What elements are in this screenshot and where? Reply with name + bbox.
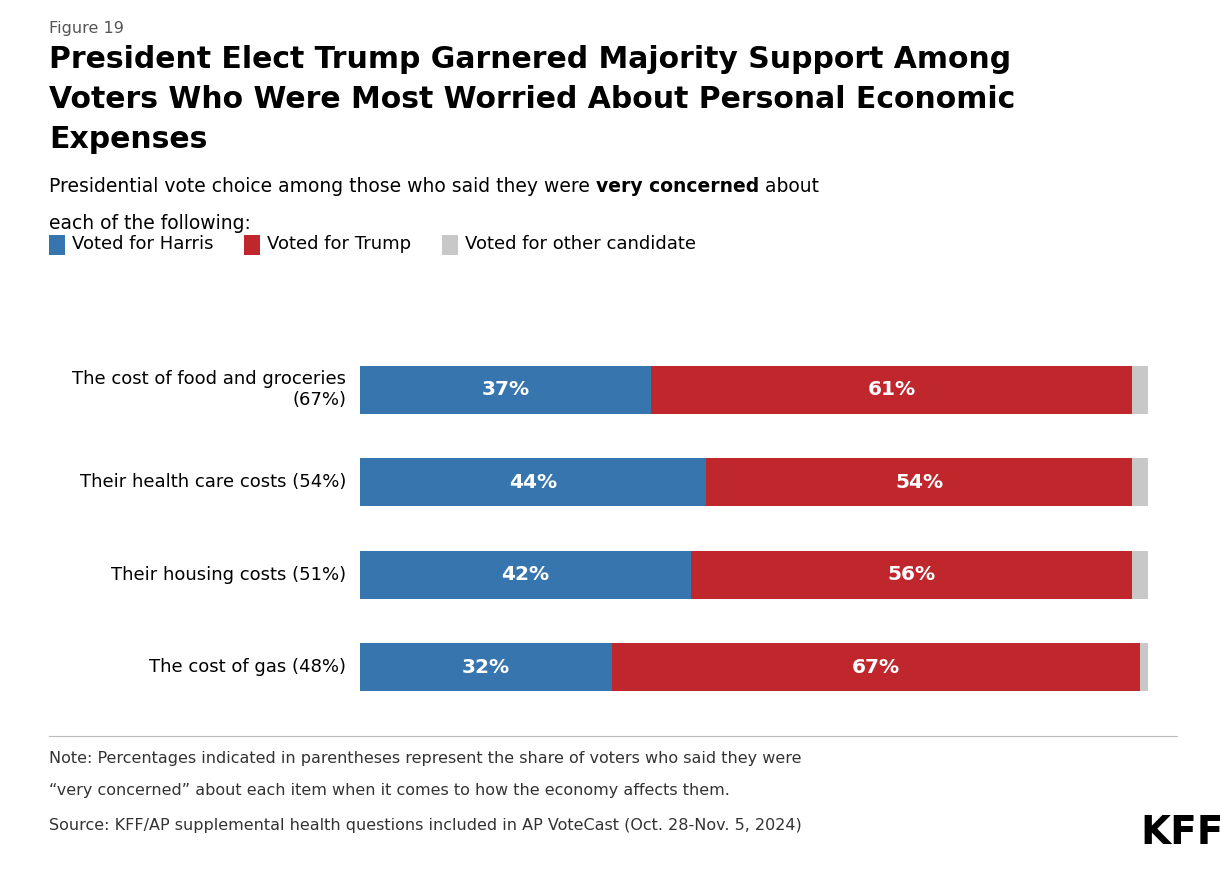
Bar	[1132, 366, 1148, 414]
Text: Voted for Trump: Voted for Trump	[267, 235, 411, 252]
Text: 67%: 67%	[852, 657, 900, 677]
Text: Presidential vote choice among those who said they were: Presidential vote choice among those who…	[49, 177, 595, 195]
Text: Voters Who Were Most Worried About Personal Economic: Voters Who Were Most Worried About Perso…	[49, 85, 1015, 114]
Bar	[360, 458, 706, 507]
Text: KFF: KFF	[1141, 814, 1220, 852]
Text: 61%: 61%	[867, 380, 916, 400]
Text: very concerned: very concerned	[595, 177, 759, 195]
Bar	[360, 643, 612, 691]
Text: President Elect Trump Garnered Majority Support Among: President Elect Trump Garnered Majority …	[49, 45, 1011, 74]
Bar	[612, 643, 1139, 691]
Bar	[691, 550, 1132, 599]
Text: Expenses: Expenses	[49, 125, 207, 154]
Text: 44%: 44%	[509, 473, 558, 491]
Bar	[706, 458, 1132, 507]
Bar	[1139, 643, 1148, 691]
Text: each of the following:: each of the following:	[49, 214, 250, 233]
Text: Voted for Harris: Voted for Harris	[72, 235, 213, 252]
Bar	[360, 366, 651, 414]
Text: Note: Percentages indicated in parentheses represent the share of voters who sai: Note: Percentages indicated in parenthes…	[49, 751, 802, 766]
Text: Figure 19: Figure 19	[49, 21, 123, 36]
Bar	[1132, 458, 1148, 507]
Text: 42%: 42%	[501, 566, 549, 584]
Text: 32%: 32%	[462, 657, 510, 677]
Text: about: about	[759, 177, 819, 195]
Text: 56%: 56%	[887, 566, 936, 584]
Text: 37%: 37%	[482, 380, 529, 400]
Text: “very concerned” about each item when it comes to how the economy affects them.: “very concerned” about each item when it…	[49, 783, 730, 798]
Bar	[651, 366, 1132, 414]
Text: Voted for other candidate: Voted for other candidate	[465, 235, 695, 252]
Text: Source: KFF/AP supplemental health questions included in AP VoteCast (Oct. 28-No: Source: KFF/AP supplemental health quest…	[49, 818, 802, 833]
Text: 54%: 54%	[895, 473, 943, 491]
Bar	[1132, 550, 1148, 599]
Bar	[360, 550, 691, 599]
